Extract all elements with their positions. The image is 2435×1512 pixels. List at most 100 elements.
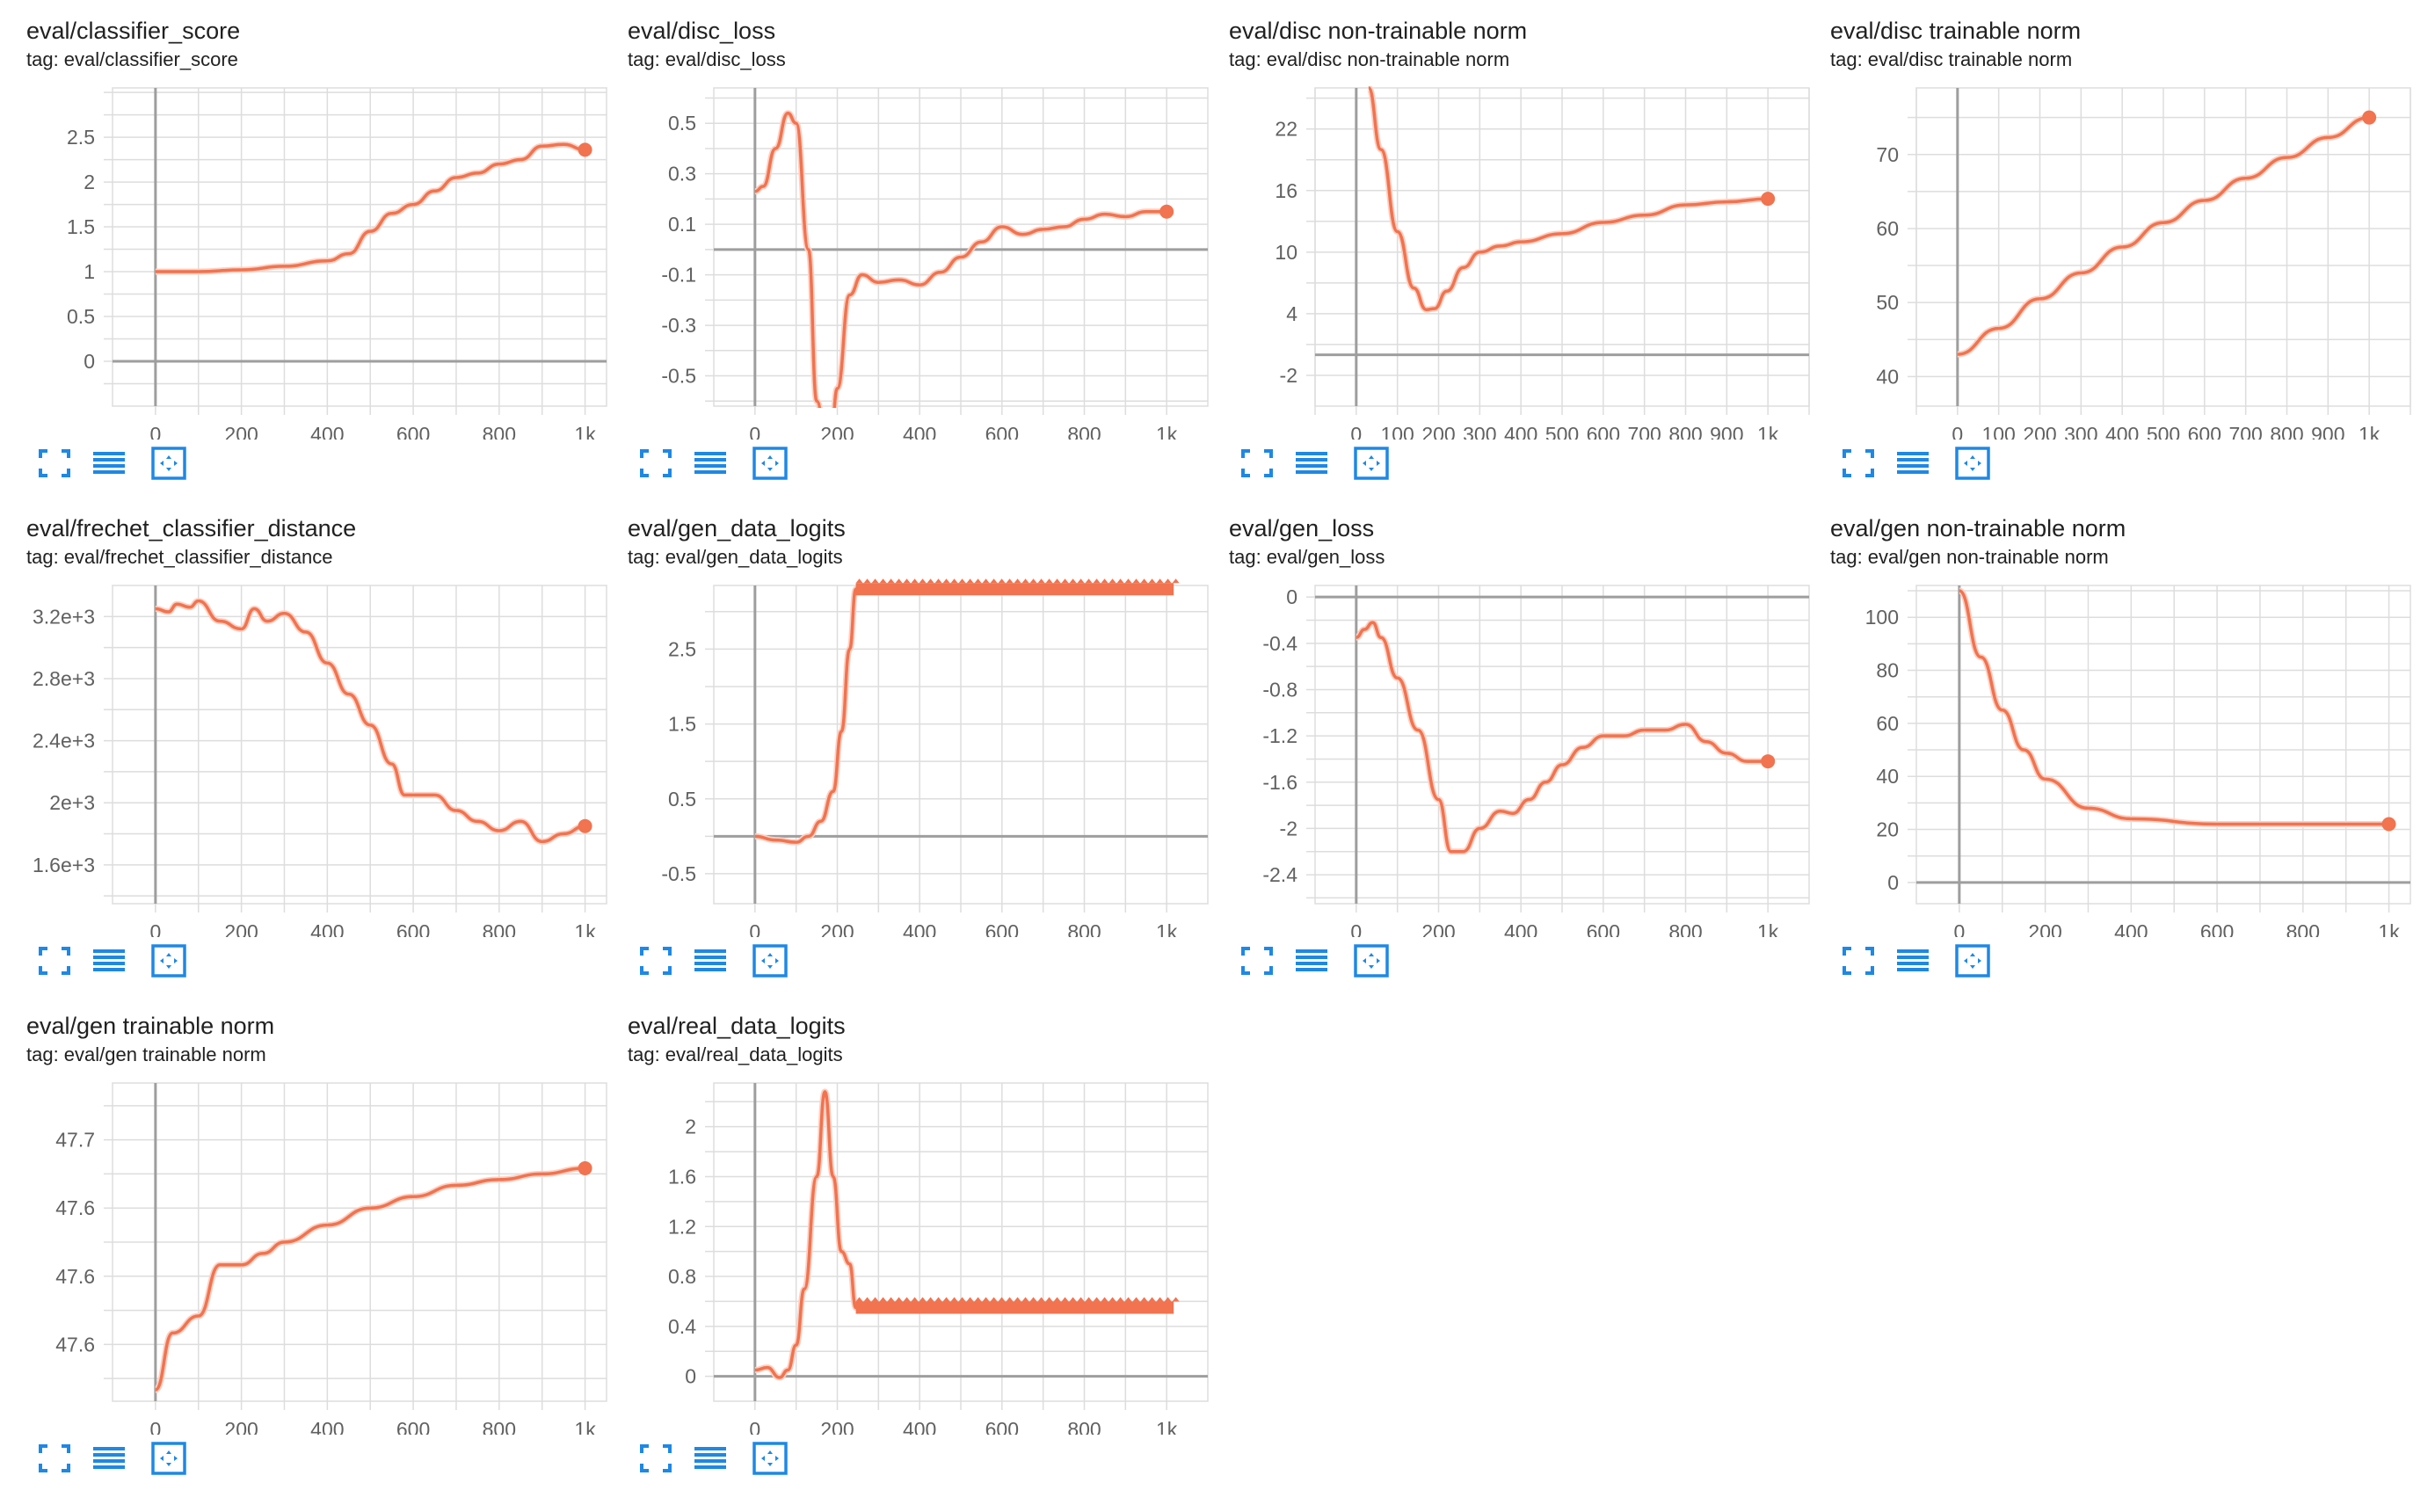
data-table-button[interactable] [1290,444,1333,483]
x-tick-label: 200 [2023,423,2056,440]
chart-plot[interactable]: 0 200 400 600 800 1k -0.5 -0.3 -0.1 0.1 0.3 0.5 [601,0,1217,440]
last-point-marker [1761,192,1776,207]
chart-tag: tag: eval/gen trainable norm [26,1043,266,1065]
data-table-button[interactable] [1892,444,1934,483]
clipped-marker [1164,578,1172,584]
y-tick-label: 47.6 [55,1333,95,1356]
x-tick-label: 600 [2200,920,2234,937]
chart-tag: tag: eval/gen_data_logits [628,546,843,568]
x-tick-label: 400 [1504,423,1537,440]
last-point-marker [578,818,592,833]
series-line [155,599,585,844]
clipped-marker [998,578,1006,584]
y-tick-label: 2.5 [67,126,95,149]
chart-plot[interactable]: 0 200 400 600 800 1k -2.4 -2 -1.6 -1.2 -0.8 -0.4 0 [1203,498,1818,937]
fullscreen-button[interactable] [635,1439,677,1478]
x-tick-label: 1k [2359,423,2380,440]
x-tick-label: 200 [224,423,258,440]
data-table-button[interactable] [88,444,130,483]
data-table-button[interactable] [689,1439,731,1478]
clipped-marker [863,1297,871,1302]
fit-domain-button[interactable] [1952,444,1994,483]
data-table-button[interactable] [1892,941,1934,980]
clipped-marker [1148,1297,1156,1302]
chart-title: eval/classifier_score [26,18,241,44]
data-table-button[interactable] [88,941,130,980]
chart-title: eval/gen non-trainable norm [1830,515,2126,542]
chart-plot[interactable]: 0 100 200 300 400 500 600 700 800 900 1k -2 4 10 16 22 [1203,0,1818,440]
fullscreen-button[interactable] [635,941,677,980]
data-table-button[interactable] [689,444,731,483]
chart-plot[interactable]: 0 200 400 600 800 1k 0 0.5 1 1.5 2 2.5 [0,0,615,440]
clipped-marker [1124,1297,1132,1302]
clipped-marker [903,578,911,584]
x-tick-label: 600 [1587,920,1620,937]
clipped-marker [887,578,895,584]
x-tick-label: 800 [2270,423,2303,440]
clipped-marker [855,578,863,584]
x-tick-label: 1k [574,920,596,937]
fit-domain-button[interactable] [148,1439,190,1478]
fullscreen-button[interactable] [33,1439,76,1478]
fit-domain-button[interactable] [148,941,190,980]
fit-domain-button[interactable] [1350,444,1392,483]
fullscreen-icon [1241,449,1273,477]
fit-domain-icon [1354,447,1389,480]
fullscreen-button[interactable] [1837,941,1879,980]
y-tick-label: 0.4 [668,1315,696,1338]
data-table-icon [93,452,125,474]
clipped-marker [919,578,927,584]
x-tick-label: 600 [2188,423,2221,440]
chart-plot[interactable]: 0 100 200 300 400 500 600 700 800 900 1k 40 50 60 70 [1804,0,2419,440]
chart-card: eval/gen non-trainable norm tag: eval/gen… [1804,498,2411,995]
clipped-marker [1045,578,1053,584]
fit-domain-icon [151,1442,186,1475]
data-table-button[interactable] [1290,941,1333,980]
x-tick-label: 400 [2114,920,2148,937]
fullscreen-button[interactable] [1236,941,1278,980]
fullscreen-button[interactable] [1236,444,1278,483]
chart-plot[interactable]: 0 200 400 600 800 1k -0.5 0.5 1.5 2.5 [601,498,1217,937]
fullscreen-icon [1843,947,1874,975]
chart-plot[interactable]: 0 200 400 600 800 1k 0 0.4 0.8 1.2 1.6 2 [601,995,1217,1435]
y-tick-label: 0.1 [668,213,696,236]
fullscreen-button[interactable] [635,444,677,483]
x-tick-label: 0 [1953,920,1965,937]
chart-plot[interactable]: 0 200 400 600 800 1k 0 20 40 60 80 100 [1804,498,2419,937]
y-tick-label: 10 [1275,241,1297,264]
x-tick-label: 700 [2228,423,2262,440]
clipped-marker [1156,1297,1164,1302]
clipped-marker [942,578,950,584]
clipped-marker [1093,578,1101,584]
fullscreen-button[interactable] [33,444,76,483]
fit-domain-button[interactable] [749,444,791,483]
fullscreen-icon [39,947,70,975]
y-tick-label: -1.2 [1262,724,1297,747]
clipped-marker [950,578,958,584]
data-table-button[interactable] [88,1439,130,1478]
y-tick-label: 0.8 [668,1265,696,1288]
clipped-marker [1132,578,1140,584]
fit-domain-button[interactable] [1350,941,1392,980]
fit-domain-button[interactable] [749,1439,791,1478]
clipped-marker [1053,578,1061,584]
x-tick-label: 800 [1668,920,1702,937]
fit-domain-button[interactable] [749,941,791,980]
data-table-button[interactable] [689,941,731,980]
fit-domain-button[interactable] [1952,941,1994,980]
fit-domain-button[interactable] [148,444,190,483]
clipped-marker [911,1297,919,1302]
chart-tag: tag: eval/disc non-trainable norm [1229,48,1510,70]
clipped-marker-band [855,583,1174,596]
fit-domain-icon [752,447,788,480]
chart-plot[interactable]: 0 200 400 600 800 1k 47.6 47.6 47.6 47.7 [0,995,615,1435]
series-line [1958,589,2389,826]
x-tick-label: 1k [2378,920,2400,937]
clipped-marker [863,578,871,584]
chart-card: eval/classifier_score tag: eval/classifie… [0,0,607,498]
chart-plot[interactable]: 0 200 400 600 800 1k 1.6e+3 2e+3 2.4e+3 2.8e+3 3.2… [0,498,615,937]
fullscreen-button[interactable] [33,941,76,980]
clipped-marker [1108,578,1116,584]
fullscreen-button[interactable] [1837,444,1879,483]
chart-tag: tag: eval/disc trainable norm [1830,48,2073,70]
